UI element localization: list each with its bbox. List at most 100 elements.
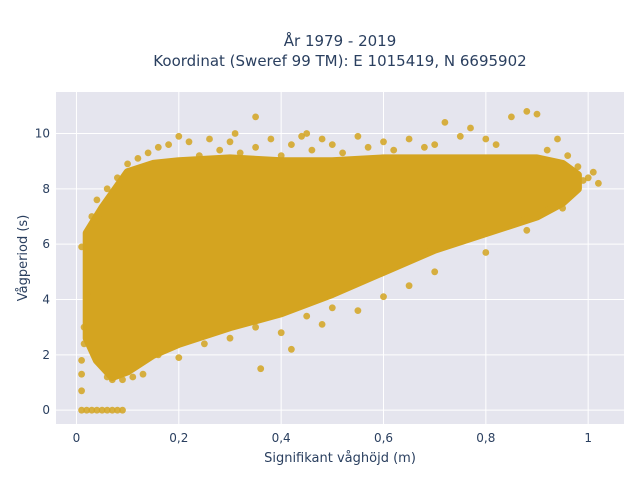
data-point <box>252 143 259 151</box>
data-layer <box>78 108 602 414</box>
data-point <box>482 249 490 256</box>
data-point <box>80 340 88 348</box>
data-point <box>88 406 96 414</box>
data-point <box>354 132 362 140</box>
data-point <box>226 138 234 146</box>
data-point <box>559 204 566 212</box>
data-point <box>456 132 464 140</box>
data-point <box>103 185 111 193</box>
data-point <box>119 376 126 384</box>
data-point <box>103 406 111 414</box>
data-point <box>78 243 85 251</box>
data-point <box>303 130 311 137</box>
x-axis-title: Signifikant våghöjd (m) <box>264 451 416 466</box>
y-tick-label: 0 <box>42 403 50 417</box>
data-point <box>303 312 311 320</box>
data-point <box>277 152 285 160</box>
data-point <box>83 290 91 298</box>
data-point <box>354 307 362 314</box>
data-point <box>554 135 561 143</box>
data-point <box>523 108 531 115</box>
data-point <box>589 168 597 176</box>
data-point <box>257 365 265 373</box>
data-point <box>441 119 449 126</box>
data-point <box>231 130 239 137</box>
data-point <box>288 345 295 353</box>
y-tick-label: 4 <box>42 293 50 307</box>
dense-point-cloud <box>82 154 582 381</box>
y-tick-label: 8 <box>42 182 50 196</box>
data-point <box>508 113 515 121</box>
data-point <box>165 141 173 149</box>
x-tick-label: 0,4 <box>272 431 291 445</box>
data-point <box>252 323 259 331</box>
data-point <box>288 141 295 149</box>
x-tick-label: 0 <box>73 431 81 445</box>
data-point <box>533 110 541 118</box>
data-point <box>226 334 234 342</box>
data-point <box>216 146 224 154</box>
data-point <box>195 152 203 160</box>
data-point <box>405 282 413 290</box>
data-point <box>364 143 372 151</box>
data-point <box>98 406 106 414</box>
data-point <box>93 196 101 204</box>
data-point <box>236 149 244 157</box>
chart-title-line-1: År 1979 - 2019 <box>284 31 397 50</box>
data-point <box>523 226 531 234</box>
data-point <box>277 329 285 337</box>
y-tick-label: 10 <box>35 127 50 141</box>
data-point <box>380 293 387 301</box>
y-axis-title: Vågperiod (s) <box>16 215 31 302</box>
data-point <box>175 132 183 140</box>
data-point <box>93 406 101 414</box>
data-point <box>339 149 346 157</box>
data-point <box>144 149 152 157</box>
x-tick-label: 1 <box>584 431 592 445</box>
y-tick-label: 2 <box>42 348 50 362</box>
data-point <box>206 135 213 143</box>
data-point <box>80 323 88 331</box>
data-point <box>78 370 85 378</box>
data-point <box>482 135 490 143</box>
data-point <box>328 141 336 149</box>
data-point <box>390 146 398 154</box>
data-point <box>88 213 96 220</box>
data-point <box>154 351 162 359</box>
data-point <box>579 177 587 184</box>
data-point <box>103 373 111 381</box>
data-point <box>114 174 121 182</box>
x-tick-label: 0,6 <box>374 431 393 445</box>
data-point <box>318 135 326 143</box>
data-point <box>467 124 474 132</box>
data-point <box>574 163 582 171</box>
x-tick-label: 0,2 <box>169 431 188 445</box>
data-point <box>595 179 602 187</box>
data-point <box>564 152 572 160</box>
data-point <box>543 146 551 154</box>
data-point <box>108 376 116 384</box>
data-point <box>405 135 413 143</box>
data-point <box>421 143 428 151</box>
data-point <box>308 146 316 154</box>
data-point <box>129 373 137 381</box>
data-point <box>78 357 85 364</box>
data-point <box>252 113 259 121</box>
data-point <box>124 160 131 168</box>
x-tick-label: 0,8 <box>476 431 495 445</box>
data-point <box>185 138 193 146</box>
y-tick-label: 6 <box>42 237 50 251</box>
data-point <box>154 143 162 151</box>
data-point <box>175 354 183 361</box>
data-point <box>328 304 336 312</box>
data-point <box>108 406 116 414</box>
data-point <box>83 406 91 414</box>
data-point <box>134 155 142 162</box>
data-point <box>431 141 439 149</box>
data-point <box>298 132 305 140</box>
data-point <box>201 340 208 348</box>
data-point <box>78 406 85 414</box>
data-point <box>119 406 126 414</box>
